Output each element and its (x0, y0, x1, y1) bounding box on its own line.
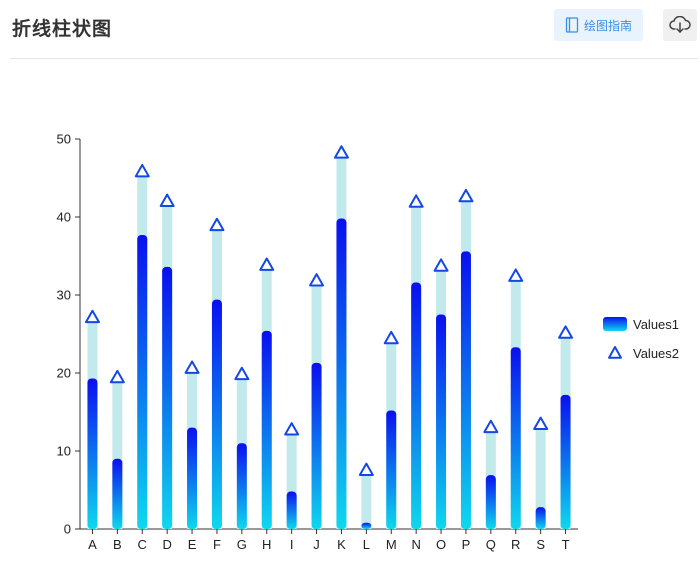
background-bar (361, 475, 372, 529)
triangle-marker[interactable] (358, 462, 374, 477)
x-tick-label: R (511, 537, 520, 552)
header-divider (10, 58, 698, 59)
y-tick-label: 0 (64, 522, 71, 537)
download-button[interactable] (663, 9, 697, 41)
bar[interactable] (386, 410, 397, 529)
triangle-marker[interactable] (333, 145, 349, 159)
bar[interactable] (510, 347, 521, 529)
bar[interactable] (261, 330, 272, 529)
triangle-marker[interactable] (259, 257, 275, 271)
bar[interactable] (112, 458, 123, 529)
triangle-marker[interactable] (84, 309, 100, 324)
drawing-guide-label: 绘图指南 (583, 18, 632, 33)
triangle-marker[interactable] (109, 369, 125, 384)
triangle-marker[interactable] (134, 163, 150, 178)
x-tick-label: P (462, 537, 471, 552)
triangle-marker[interactable] (184, 360, 200, 374)
x-tick-label: H (262, 537, 271, 552)
x-tick-label: Q (486, 537, 496, 552)
bar[interactable] (137, 234, 148, 529)
bar[interactable] (436, 314, 447, 530)
triangle-marker[interactable] (433, 258, 449, 272)
bar[interactable] (411, 282, 422, 529)
background-bar (112, 382, 123, 529)
x-tick-label: O (436, 537, 446, 552)
bar[interactable] (460, 251, 471, 529)
header: 折线柱状图 绘图指南 (0, 0, 700, 58)
bar[interactable] (211, 299, 222, 529)
triangle-marker[interactable] (508, 268, 524, 282)
triangle-marker[interactable] (558, 325, 574, 339)
bar[interactable] (535, 507, 546, 529)
x-tick-label: K (337, 537, 346, 552)
x-tick-label: M (386, 537, 397, 552)
x-tick-label: I (290, 537, 294, 552)
x-tick-label: A (88, 537, 97, 552)
triangle-marker[interactable] (234, 366, 250, 381)
y-tick-label: 20 (57, 366, 71, 381)
bar[interactable] (162, 266, 173, 529)
legend-label-values1: Values1 (633, 317, 679, 332)
x-tick-label: L (363, 537, 370, 552)
triangle-marker[interactable] (159, 193, 175, 207)
legend-bar-swatch (603, 317, 627, 331)
background-bar (535, 429, 546, 529)
page-title: 折线柱状图 (12, 18, 113, 40)
bar[interactable] (311, 362, 322, 529)
x-tick-label: F (213, 537, 221, 552)
bar[interactable] (336, 218, 347, 529)
drawing-guide-button[interactable]: 绘图指南 (554, 9, 643, 41)
y-tick-label: 10 (57, 444, 71, 459)
legend-label-values2: Values2 (633, 346, 679, 361)
triangle-marker[interactable] (383, 330, 399, 345)
bar[interactable] (485, 475, 496, 529)
book-icon (565, 17, 579, 33)
triangle-marker[interactable] (458, 188, 474, 203)
x-tick-label: E (188, 537, 197, 552)
cloud-download-icon (669, 16, 691, 33)
x-tick-label: N (411, 537, 420, 552)
bar[interactable] (286, 491, 297, 529)
x-tick-label: B (113, 537, 122, 552)
bar[interactable] (560, 394, 571, 529)
triangle-marker[interactable] (309, 273, 325, 287)
y-tick-label: 50 (57, 132, 71, 147)
bar[interactable] (236, 443, 247, 529)
legend-triangle-swatch (608, 346, 622, 359)
triangle-marker[interactable] (533, 416, 549, 431)
x-tick-label: S (536, 537, 545, 552)
triangle-marker[interactable] (284, 422, 300, 436)
y-tick-label: 30 (57, 288, 71, 303)
bar[interactable] (187, 427, 198, 529)
bar[interactable] (361, 522, 372, 529)
triangle-marker[interactable] (483, 419, 499, 434)
bar[interactable] (87, 378, 98, 529)
x-tick-label: T (562, 537, 570, 552)
triangle-marker[interactable] (408, 194, 424, 208)
x-tick-label: C (138, 537, 147, 552)
x-tick-label: J (313, 537, 320, 552)
x-tick-label: G (237, 537, 247, 552)
y-tick-label: 40 (57, 210, 71, 225)
background-bar (286, 434, 297, 529)
triangle-marker[interactable] (209, 217, 225, 232)
x-tick-label: D (162, 537, 171, 552)
